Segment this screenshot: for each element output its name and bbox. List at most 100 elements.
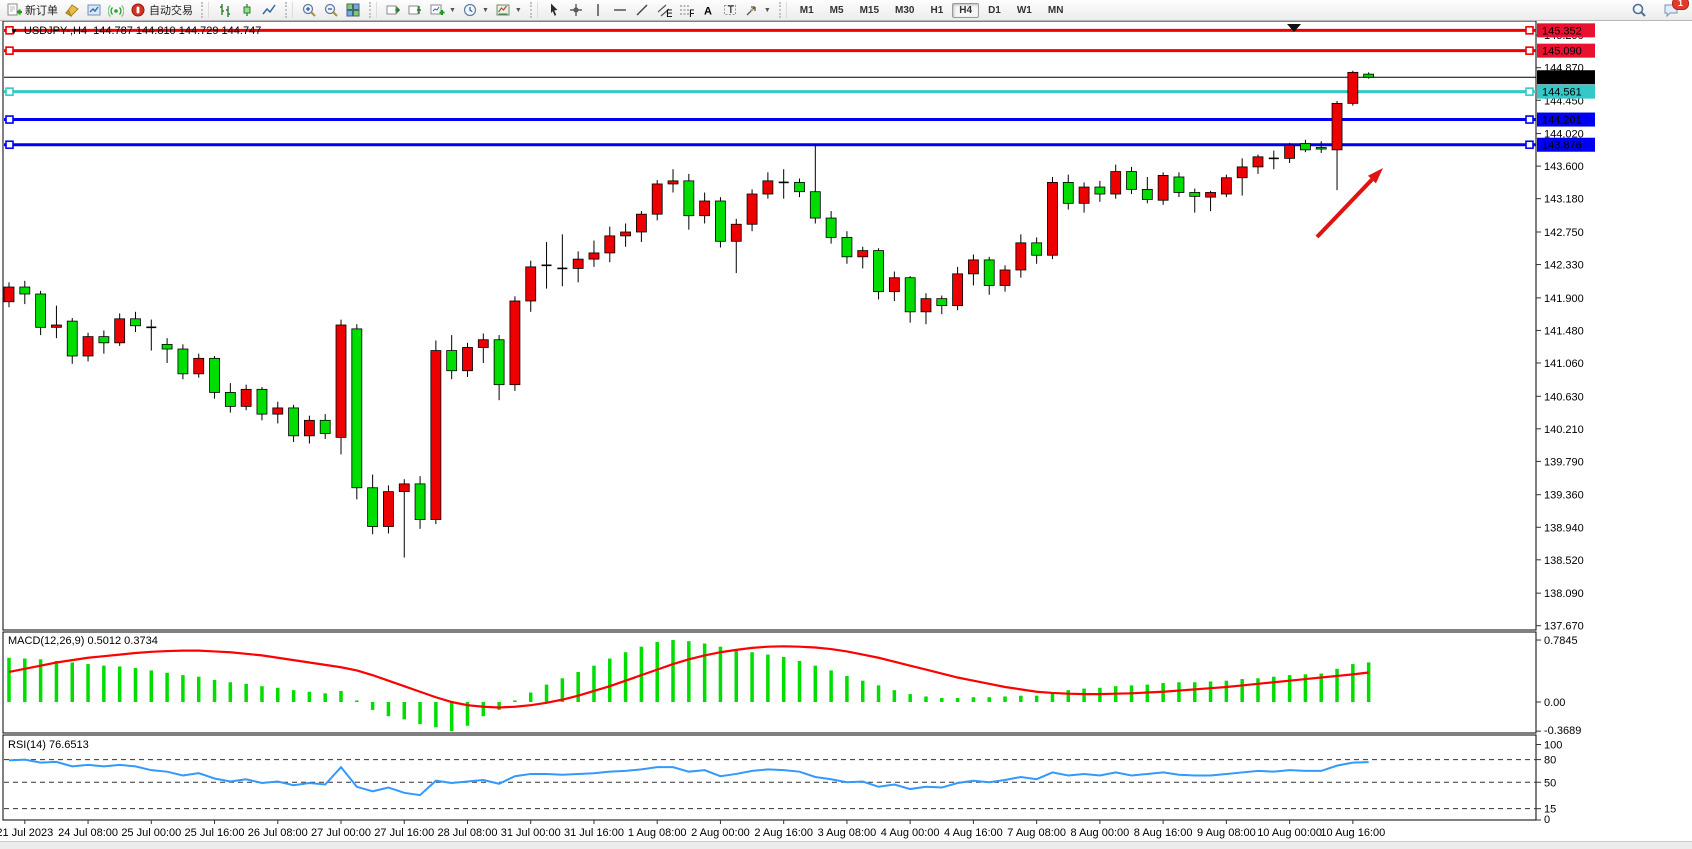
support-line-1-handle[interactable]: [5, 115, 14, 124]
chevron-down-icon[interactable]: ▼: [514, 6, 522, 14]
timeframe-d1[interactable]: D1: [988, 4, 1001, 16]
vertical-line-button[interactable]: [587, 1, 609, 19]
auto-trading-button[interactable]: 自动交易: [127, 1, 196, 19]
bull-candle: [1047, 181, 1058, 256]
timeframe-m5[interactable]: M5: [829, 4, 844, 16]
signals-button[interactable]: [105, 1, 127, 19]
bull-candle: [1236, 166, 1248, 179]
timeframe-m15[interactable]: M15: [859, 4, 880, 16]
trend-arrow-head[interactable]: [1367, 168, 1383, 184]
main-panel[interactable]: [2, 20, 1537, 631]
trend-arrow-annotation[interactable]: [1315, 178, 1374, 239]
bull-candle: [746, 193, 758, 225]
price-axis-label: 139.790: [1544, 456, 1584, 468]
line-chart-button[interactable]: [258, 1, 280, 19]
cursor-button[interactable]: [543, 1, 565, 19]
resistance-line-1-handle[interactable]: [5, 26, 14, 35]
text-label-button[interactable]: T: [719, 1, 741, 19]
chart-shift-marker[interactable]: [1287, 24, 1301, 32]
auto-trading-button-label: 自动交易: [149, 5, 193, 17]
cyan-level-line-price-tag: [1537, 84, 1595, 99]
horizontal-line-button[interactable]: [609, 1, 631, 19]
timeframe-mn[interactable]: MN: [1047, 4, 1064, 16]
market-report-button[interactable]: [83, 1, 105, 19]
new-chart-icon: [430, 4, 445, 15]
cyan-level-line-handle[interactable]: [1525, 87, 1534, 96]
bear-candle: [1315, 147, 1327, 150]
crosshair-button[interactable]: [565, 1, 587, 19]
notifications-button[interactable]: 1: [1660, 0, 1689, 19]
zoom-in-button[interactable]: [298, 1, 320, 19]
channel-icon: E: [657, 4, 672, 18]
cyan-level-line-handle[interactable]: [5, 87, 14, 96]
timeframe-m1[interactable]: M1: [799, 4, 814, 16]
tile-windows-icon: [346, 3, 360, 17]
bear-candle: [177, 348, 189, 375]
resistance-line-1-handle[interactable]: [1525, 26, 1534, 35]
bear-candle: [66, 320, 78, 357]
search-button[interactable]: [1628, 1, 1650, 19]
timeframe-h1[interactable]: H1: [930, 4, 944, 16]
resistance-line-2-handle[interactable]: [5, 46, 14, 55]
zoom-out-button[interactable]: [320, 1, 342, 19]
equidistant-channel-button[interactable]: E: [653, 1, 675, 19]
symbol-dropdown-icon[interactable]: ▼: [10, 26, 18, 36]
trendline-button[interactable]: [631, 1, 653, 19]
chart-shift-button[interactable]: [404, 1, 426, 19]
bull-candle: [193, 357, 205, 375]
chevron-down-icon[interactable]: ▼: [449, 6, 456, 14]
price-axis-label: 143.600: [1544, 161, 1584, 173]
bear-candle: [288, 407, 299, 437]
bull-candle: [477, 339, 489, 348]
arrows-button[interactable]: ▼: [741, 1, 774, 19]
time-axis-label: 25 Jul 16:00: [185, 827, 245, 839]
price-axis-label: 140.210: [1544, 424, 1584, 436]
support-line-1-handle[interactable]: [1525, 115, 1534, 124]
templates-button[interactable]: ▼: [492, 1, 525, 19]
fibonacci-button[interactable]: F: [675, 1, 697, 19]
bear-candle: [841, 237, 853, 258]
timeframe-m30[interactable]: M30: [895, 4, 915, 16]
time-axis-label: 31 Jul 16:00: [564, 827, 624, 839]
symbol-period-label: USDJPY-,H4: [23, 25, 88, 37]
new-order-button[interactable]: 新订单: [3, 1, 61, 19]
periods-button[interactable]: ▼: [459, 1, 492, 19]
toolbar-separator: [201, 2, 209, 18]
svg-text:T: T: [727, 4, 734, 16]
price-axis-label: 144.020: [1544, 129, 1584, 141]
bull-candle: [604, 235, 616, 254]
bull-candle: [952, 273, 963, 307]
rsi-panel[interactable]: [2, 734, 1537, 821]
rsi-indicator-label: RSI(14) 76.6513: [8, 739, 89, 751]
chevron-down-icon[interactable]: ▼: [763, 6, 771, 14]
timeframe-w1[interactable]: W1: [1016, 4, 1032, 16]
bear-candle: [809, 191, 821, 219]
time-axis-label: 31 Jul 00:00: [501, 827, 561, 839]
rsi-axis-label: 100: [1544, 740, 1562, 752]
bear-candle: [351, 328, 363, 489]
text-button[interactable]: A: [697, 1, 719, 19]
bull-candle: [3, 286, 15, 303]
bear-candle: [936, 298, 948, 307]
bear-candle: [1189, 192, 1201, 197]
price-axis-label: 137.670: [1544, 621, 1584, 633]
bear-candle: [1173, 176, 1185, 193]
auto-scroll-button[interactable]: [382, 1, 404, 19]
time-axis-label: 26 Jul 08:00: [248, 827, 308, 839]
support-line-1-price-tag-label: 144.201: [1542, 115, 1582, 127]
bull-candle: [462, 347, 473, 372]
bear-candle: [446, 350, 458, 372]
bar-chart-button[interactable]: [214, 1, 236, 19]
tile-windows-button[interactable]: [342, 1, 364, 19]
styler-button[interactable]: [61, 1, 83, 19]
zoom-in-icon: [302, 3, 316, 17]
support-line-2-handle[interactable]: [5, 140, 14, 150]
new-chart-button[interactable]: ▼: [426, 1, 459, 19]
candlestick-chart-button[interactable]: [236, 1, 258, 19]
timeframe-h4[interactable]: H4: [952, 2, 980, 18]
support-line-2-handle[interactable]: [1525, 140, 1534, 150]
bull-candle: [1284, 144, 1296, 159]
resistance-line-2-handle[interactable]: [1525, 46, 1534, 55]
chevron-down-icon[interactable]: ▼: [481, 6, 489, 14]
